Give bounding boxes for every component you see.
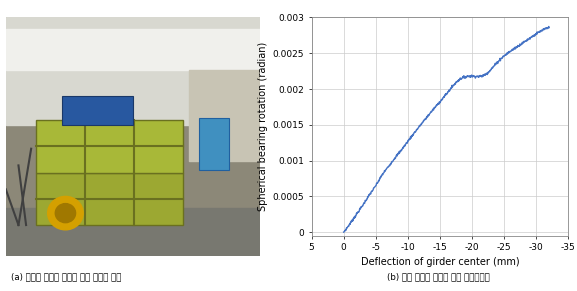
Polygon shape	[6, 208, 260, 256]
FancyBboxPatch shape	[36, 120, 183, 173]
FancyBboxPatch shape	[198, 118, 229, 170]
Y-axis label: Spherical bearing rotation (radian): Spherical bearing rotation (radian)	[258, 42, 268, 211]
FancyBboxPatch shape	[62, 96, 133, 125]
Polygon shape	[6, 17, 260, 125]
Polygon shape	[6, 29, 260, 70]
Polygon shape	[189, 70, 260, 161]
FancyBboxPatch shape	[36, 173, 183, 225]
Polygon shape	[6, 17, 260, 256]
X-axis label: Deflection of girder center (mm): Deflection of girder center (mm)	[361, 256, 519, 267]
Circle shape	[55, 204, 76, 223]
Text: (b) 거더 중앙부 처짐에 대한 단부회전각: (b) 거더 중앙부 처짐에 대한 단부회전각	[387, 272, 490, 281]
Circle shape	[48, 196, 83, 230]
Text: (a) 고정단 회전각 측정을 위한 변위계 설치: (a) 고정단 회전각 측정을 위한 변위계 설치	[11, 272, 122, 281]
